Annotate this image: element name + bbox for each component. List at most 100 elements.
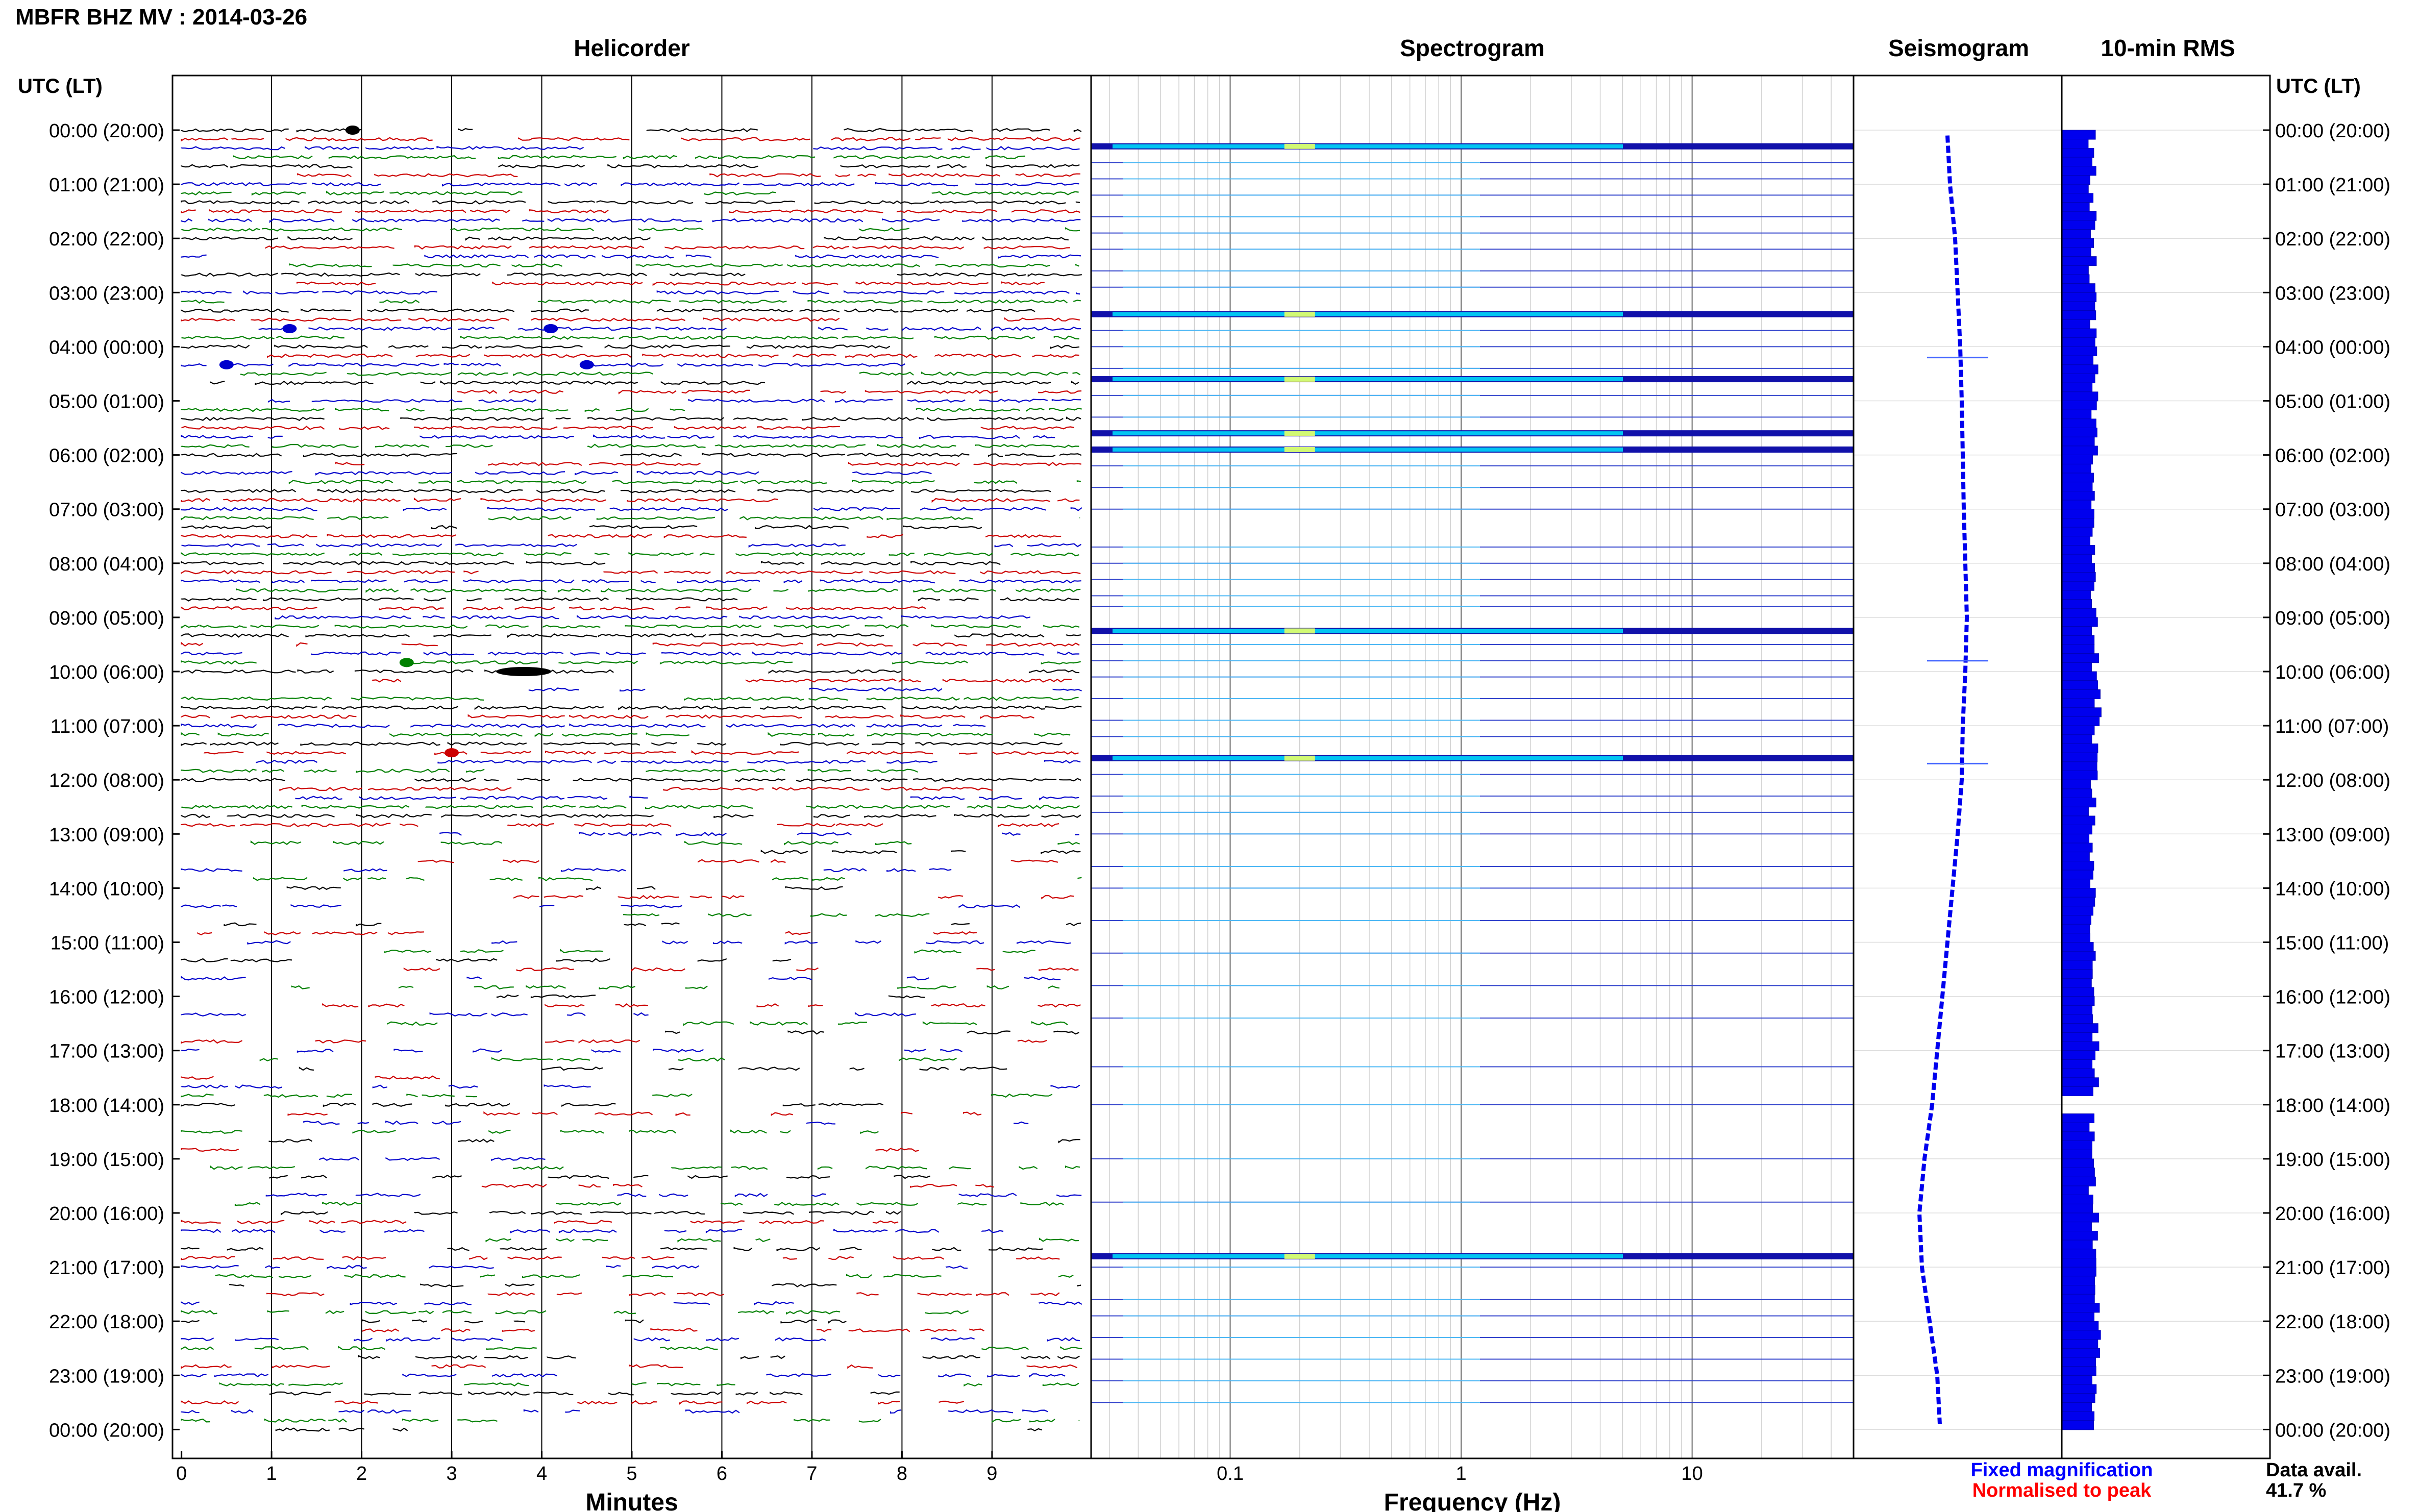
- helicorder-trace: [197, 931, 977, 935]
- spectrogram-band-peak: [1284, 143, 1315, 149]
- rms-bar: [2061, 1321, 2099, 1331]
- rms-bar: [2061, 211, 2097, 221]
- helicorder-trace: [181, 299, 1081, 304]
- rms-bar: [2061, 319, 2090, 329]
- time-tick-right: 17:00 (13:00): [2275, 1041, 2390, 1062]
- helicorder-trace: [181, 543, 1082, 548]
- helicorder-trace: [181, 651, 1079, 656]
- rms-bar: [2061, 536, 2090, 546]
- rms-bar: [2061, 436, 2095, 447]
- rms-bar: [2061, 806, 2089, 816]
- rms-bar: [2061, 428, 2097, 438]
- spectrogram-band-hot: [1113, 756, 1623, 760]
- data-avail-value: 41.7 %: [2266, 1480, 2326, 1501]
- rms-panel: [2061, 130, 2270, 1430]
- rms-bar: [2061, 1240, 2093, 1250]
- rms-bar: [2061, 202, 2090, 212]
- helicorder-trace: [288, 480, 1081, 485]
- spectrogram-band-hot: [1113, 312, 1623, 316]
- rms-bar: [2061, 1176, 2096, 1186]
- rms-bar: [2061, 1014, 2093, 1024]
- rms-bar: [2061, 1267, 2096, 1277]
- frequency-tick-label: 1: [1455, 1463, 1466, 1484]
- helicorder-trace: [181, 633, 1081, 638]
- time-tick-left: 00:00 (20:00): [49, 120, 164, 142]
- rms-bar: [2061, 445, 2098, 456]
- rms-bar: [2061, 337, 2095, 348]
- helicorder-trace: [210, 1165, 1080, 1170]
- spectrogram-band-peak: [1284, 377, 1315, 382]
- helicorder-trace: [181, 561, 1001, 565]
- helicorder-event: [445, 748, 459, 758]
- rms-bar: [2061, 833, 2089, 844]
- helicorder-trace: [181, 976, 1061, 981]
- helicorder-trace: [224, 922, 1081, 927]
- rms-bar: [2061, 996, 2095, 1006]
- helicorder-trace: [181, 804, 1080, 809]
- rms-bar: [2061, 355, 2093, 365]
- helicorder-trace: [181, 1228, 1004, 1234]
- rms-bar: [2061, 563, 2095, 573]
- rms-bar: [2061, 581, 2094, 591]
- rms-bar: [2061, 879, 2090, 889]
- rms-bar: [2061, 716, 2100, 726]
- helicorder-trace: [256, 759, 1081, 764]
- time-tick-right: 06:00 (02:00): [2275, 445, 2390, 467]
- time-tick-left: 11:00 (07:00): [51, 716, 164, 737]
- helicorder-trace: [485, 1237, 1079, 1243]
- time-tick-left: 14:00 (10:00): [49, 878, 164, 900]
- rms-bar: [2061, 391, 2099, 402]
- data-avail-label: Data avail.: [2266, 1459, 2362, 1481]
- helicorder-title: Helicorder: [574, 35, 690, 61]
- rms-bar: [2061, 1032, 2093, 1042]
- rms-bar: [2061, 897, 2095, 907]
- rms-bar: [2061, 1312, 2094, 1322]
- helicorder-trace: [181, 137, 1081, 142]
- helicorder-trace: [279, 786, 993, 791]
- helicorder-trace: [181, 714, 1034, 720]
- rms-bar: [2061, 1222, 2092, 1232]
- spectrogram-band-peak: [1284, 311, 1315, 317]
- time-tick-left: 02:00 (22:00): [49, 229, 164, 250]
- helicorder-trace: [181, 1265, 968, 1270]
- time-tick-right: 00:00 (20:00): [2275, 120, 2390, 142]
- helicorder-trace: [181, 145, 1080, 151]
- helicorder-trace: [181, 958, 792, 963]
- time-tick-right: 10:00 (06:00): [2275, 662, 2390, 683]
- helicorder-trace: [265, 245, 1070, 250]
- rms-bar: [2061, 328, 2097, 338]
- helicorder-trace: [181, 497, 1080, 503]
- spectrogram-frame: [1090, 75, 1855, 1459]
- spectrogram-band-hot: [1113, 144, 1623, 148]
- rms-bar: [2061, 1384, 2097, 1394]
- rms-bar: [2061, 698, 2095, 708]
- helicorder-trace: [181, 344, 1080, 349]
- spectrogram-band-hot: [1113, 377, 1623, 382]
- rms-bar: [2061, 626, 2092, 636]
- rms-bar: [2061, 490, 2095, 501]
- seismogram-title: Seismogram: [1888, 35, 2029, 61]
- helicorder-trace: [181, 317, 1080, 322]
- rms-bar: [2061, 852, 2090, 862]
- rms-bar: [2061, 1366, 2096, 1376]
- rms-bar: [2061, 184, 2089, 194]
- time-tick-left: 12:00 (08:00): [49, 770, 164, 791]
- helicorder-trace: [181, 777, 1081, 782]
- helicorder-trace: [181, 597, 1079, 602]
- rms-bar: [2061, 1113, 2094, 1124]
- rms-bar: [2061, 401, 2097, 411]
- rms-bar: [2061, 1212, 2100, 1223]
- rms-bar: [2061, 1141, 2092, 1151]
- time-tick-left: 23:00 (19:00): [49, 1366, 164, 1387]
- rms-bar: [2061, 617, 2098, 627]
- rms-bar: [2061, 1077, 2099, 1087]
- helicorder-trace: [247, 940, 1071, 945]
- helicorder-trace: [181, 624, 1080, 629]
- spectrogram-title: Spectrogram: [1400, 35, 1545, 61]
- time-tick-right: 08:00 (04:00): [2275, 554, 2390, 575]
- time-tick-left: 17:00 (13:00): [49, 1041, 164, 1062]
- time-tick-right: 00:00 (20:00): [2275, 1420, 2390, 1441]
- helicorder-trace: [181, 1409, 1048, 1414]
- rms-bar: [2061, 771, 2098, 781]
- rms-bar: [2061, 1131, 2095, 1142]
